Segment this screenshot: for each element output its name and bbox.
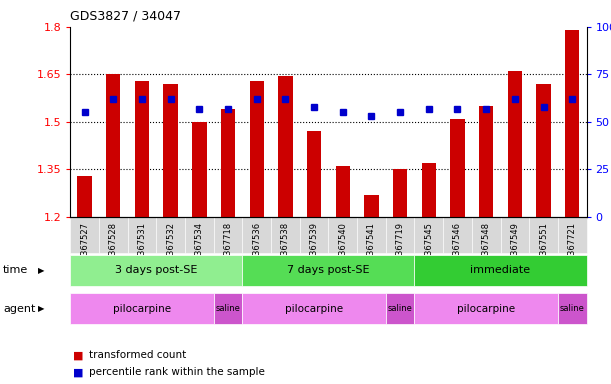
Bar <box>164 84 178 217</box>
Text: transformed count: transformed count <box>89 350 186 360</box>
Bar <box>192 122 207 217</box>
Text: percentile rank within the sample: percentile rank within the sample <box>89 367 265 377</box>
Text: ▶: ▶ <box>38 304 45 313</box>
Bar <box>78 176 92 217</box>
Text: agent: agent <box>3 304 35 314</box>
Bar <box>479 106 493 217</box>
Text: pilocarpine: pilocarpine <box>113 304 171 314</box>
Bar <box>135 81 149 217</box>
Bar <box>565 30 579 217</box>
Bar <box>221 109 235 217</box>
Bar <box>508 71 522 217</box>
Text: ■: ■ <box>73 350 84 360</box>
Text: 3 days post-SE: 3 days post-SE <box>115 265 197 275</box>
Bar <box>335 166 350 217</box>
Bar <box>249 81 264 217</box>
Bar <box>278 76 293 217</box>
Text: ■: ■ <box>73 367 84 377</box>
Bar <box>536 84 551 217</box>
Bar <box>307 131 321 217</box>
Text: ▶: ▶ <box>38 266 45 275</box>
Text: saline: saline <box>388 304 412 313</box>
Bar <box>106 74 120 217</box>
Text: saline: saline <box>216 304 241 313</box>
Text: pilocarpine: pilocarpine <box>457 304 515 314</box>
Text: GDS3827 / 34047: GDS3827 / 34047 <box>70 10 181 23</box>
Text: saline: saline <box>560 304 585 313</box>
Text: time: time <box>3 265 28 275</box>
Text: immediate: immediate <box>470 265 530 275</box>
Bar <box>393 169 408 217</box>
Bar <box>450 119 464 217</box>
Bar <box>364 195 379 217</box>
Text: pilocarpine: pilocarpine <box>285 304 343 314</box>
Text: 7 days post-SE: 7 days post-SE <box>287 265 370 275</box>
Bar <box>422 163 436 217</box>
